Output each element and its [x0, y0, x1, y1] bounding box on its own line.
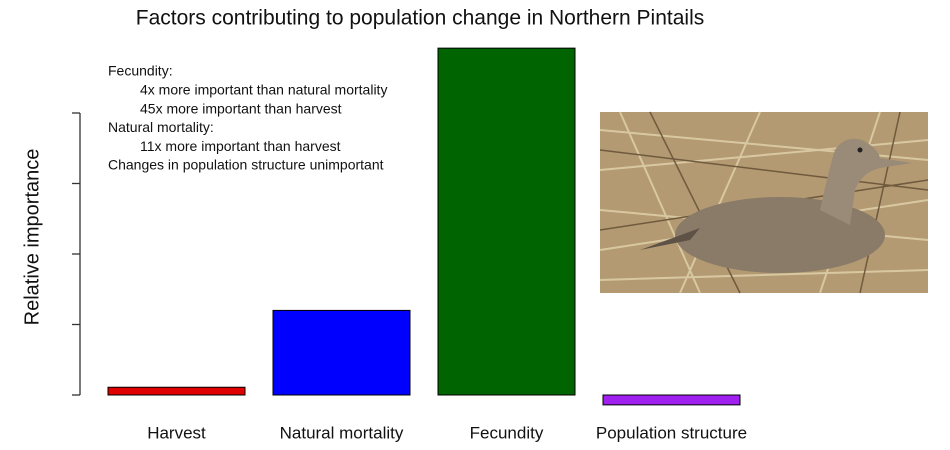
bar	[602, 394, 741, 406]
annotation-item: 11x more important than harvest	[140, 138, 341, 154]
x-tick-label: Harvest	[147, 423, 206, 442]
chart-title: Factors contributing to population chang…	[136, 7, 705, 30]
x-tick-label: Natural mortality	[280, 423, 404, 442]
annotation-heading: Natural mortality:	[108, 119, 214, 135]
annotation-heading: Fecundity:	[108, 63, 173, 79]
x-tick-label: Population structure	[596, 423, 747, 442]
bar	[437, 47, 576, 396]
annotation-item: 4x more important than natural mortality	[140, 82, 387, 98]
bar	[272, 309, 411, 396]
duck-photo	[599, 111, 929, 294]
y-axis-label: Relative importance	[21, 149, 43, 326]
annotation-heading: Changes in population structure unimport…	[108, 157, 384, 173]
annotation-item: 45x more important than harvest	[140, 100, 342, 116]
bar	[107, 386, 246, 396]
x-tick-label: Fecundity	[470, 423, 544, 442]
